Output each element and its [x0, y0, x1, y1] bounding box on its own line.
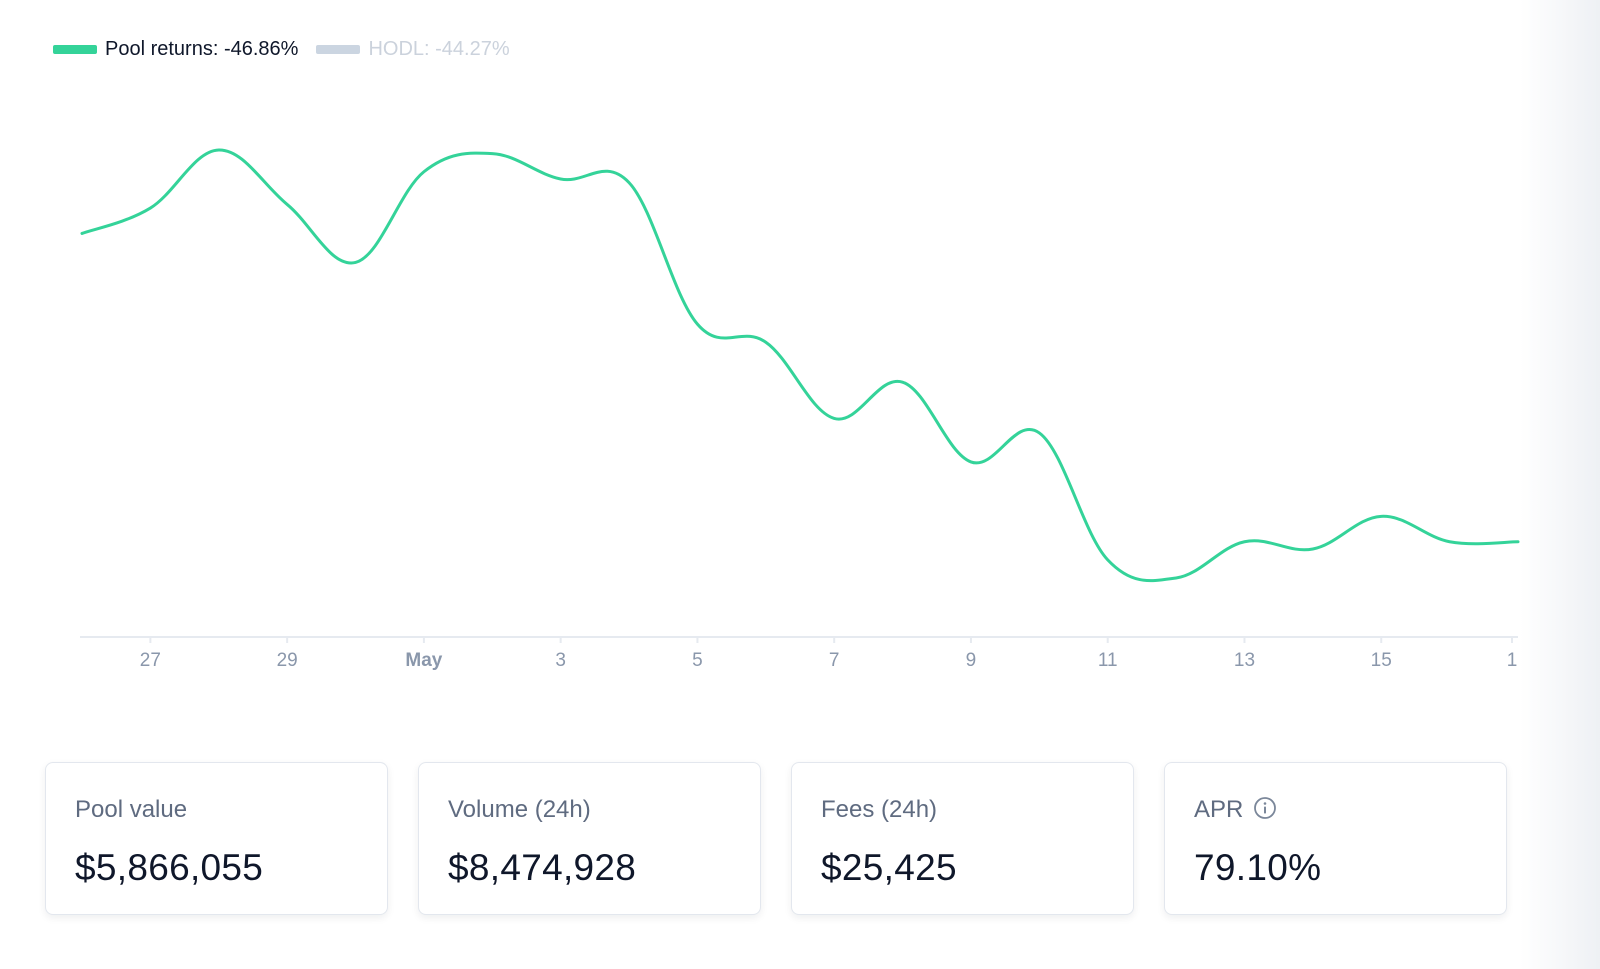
x-tick-label: 13: [1234, 650, 1255, 671]
card-label: Pool value: [75, 796, 188, 823]
stats-cards: Pool value $5,866,055 Volume (24h) $8,47…: [45, 762, 1507, 915]
legend-swatch-pool-returns: [53, 45, 97, 54]
card-label-row: APR: [1194, 795, 1477, 825]
x-tick-label: 11: [1098, 650, 1118, 671]
card-label: Fees (24h): [821, 796, 938, 823]
legend-item-pool-returns[interactable]: Pool returns: -46.86%: [53, 38, 298, 61]
card-value: 79.10%: [1194, 847, 1322, 888]
legend-swatch-hodl: [316, 45, 361, 54]
x-tick-label: 7: [829, 650, 840, 671]
returns-chart-svg: 27 29 May 3 5 7 9 11 13 15 1: [80, 148, 1520, 671]
x-tick-label: 29: [277, 650, 298, 671]
card-fees-24h: Fees (24h) $25,425: [791, 762, 1134, 915]
returns-chart[interactable]: 27 29 May 3 5 7 9 11 13 15 1: [0, 80, 1600, 700]
legend-item-hodl[interactable]: HODL: -44.27%: [316, 38, 510, 61]
x-tick-label: 15: [1371, 650, 1392, 671]
x-tick-label: 27: [140, 650, 161, 671]
legend-label-pool-returns: Pool returns: -46.86%: [105, 38, 299, 60]
x-tick-label: 3: [555, 650, 566, 671]
card-value: $25,425: [821, 847, 957, 888]
pool-returns-line: [80, 148, 1520, 583]
card-pool-value: Pool value $5,866,055: [45, 762, 388, 915]
card-label: APR: [1194, 796, 1244, 823]
x-tick-label: 9: [966, 650, 977, 671]
x-axis-ticks: 27 29 May 3 5 7 9 11 13 15 1: [140, 637, 1517, 671]
card-label: Volume (24h): [448, 796, 591, 823]
x-tick-label: 5: [692, 650, 703, 671]
card-volume-24h: Volume (24h) $8,474,928: [418, 762, 761, 915]
info-icon[interactable]: [1253, 796, 1277, 819]
card-apr: APR 79.10%: [1164, 762, 1507, 915]
x-tick-label: May: [405, 650, 442, 671]
x-tick-label: 1: [1507, 650, 1518, 671]
chart-legend: Pool returns: -46.86% HODL: -44.27%: [53, 38, 528, 61]
legend-label-hodl: HODL: -44.27%: [368, 38, 510, 60]
card-value: $8,474,928: [448, 847, 637, 888]
card-value: $5,866,055: [75, 847, 264, 888]
